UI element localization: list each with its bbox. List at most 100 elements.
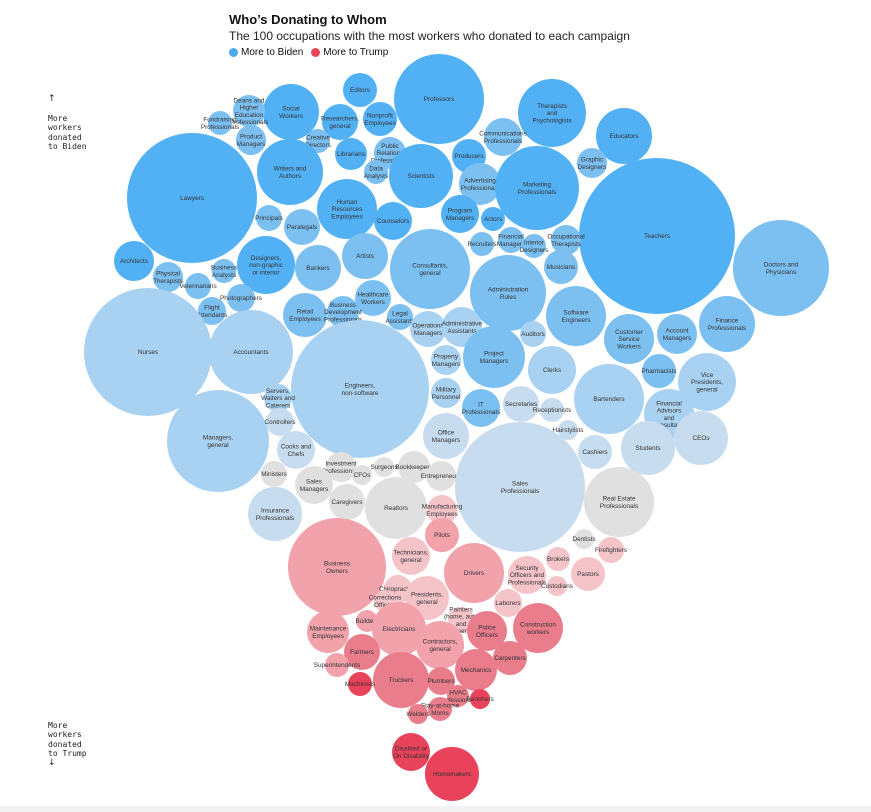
bubble-label: Managers, general [203, 435, 233, 449]
bubble-disabled-or-on-disability: Disabled or On Disability [392, 733, 430, 771]
bubble-circle [209, 310, 293, 394]
bubble-insurance-professionals: Insurance Professionals [248, 487, 302, 541]
bubble-label: Technicians, general [393, 550, 428, 564]
bubble-circle [678, 353, 736, 411]
bubble-label: Customer Service Workers [615, 329, 644, 350]
bubble-mechanics: Mechanics [455, 649, 497, 691]
bubble-label: Nonprofit Employees [364, 113, 396, 127]
bubble-circle [578, 435, 612, 469]
bubble-label: Pastors [577, 571, 599, 578]
bubble-circle [462, 389, 500, 427]
bubble-label: Truckers [389, 677, 414, 684]
bubble-business-owners: Business Owners [288, 518, 386, 616]
bubble-label: Librarians [337, 151, 365, 158]
bubble-circle [522, 234, 546, 258]
bubble-creative-directors: Creative Directors [305, 129, 331, 153]
bubble-label: Custodians [541, 583, 573, 590]
chart-subtitle: The 100 occupations with the most worker… [229, 29, 630, 43]
bubble-label: Vice Presidents, general [691, 372, 723, 393]
bubble-label: Data Analysts [364, 166, 388, 180]
bubble-label: Sales Managers [300, 479, 328, 493]
page-footer-bar [0, 806, 871, 812]
bubble-account-managers: Account Managers [657, 314, 697, 354]
bubble-circle [621, 421, 675, 475]
bubble-hairstylists: Hairstylists [553, 420, 584, 440]
axis-note-bottom: More workers donated to Trump ↓ [48, 711, 87, 778]
bubble-it-professionals: IT Professionals [462, 389, 500, 427]
bubble-caregivers: Caregivers [329, 484, 365, 520]
bubble-label: Construction workers [520, 622, 556, 636]
bubble-circle [470, 232, 494, 256]
bubble-circle [427, 667, 455, 695]
bubble-label: Laborers [495, 600, 520, 607]
bubble-circle [306, 129, 330, 153]
bubble-circle [326, 452, 356, 482]
bubble-circle [571, 557, 605, 591]
bubble-circle [227, 284, 255, 312]
bubble-circle [604, 314, 654, 364]
bubble-circle [427, 495, 457, 525]
bubble-label: Cooks and Chefs [281, 444, 312, 458]
bubble-military-personnel: Military Personnel [431, 378, 461, 408]
bubble-circle [584, 467, 654, 537]
bubble-finance-professionals: Finance Professionals [699, 296, 755, 352]
bubble-label: Office Managers [432, 430, 460, 444]
bubble-circle [153, 262, 183, 292]
bubble-label: Consultants, general [412, 263, 448, 277]
bubble-data-analysts: Data Analysts [364, 160, 388, 184]
bubble-label: Engineers, non-software [342, 383, 379, 397]
bubble-circle [733, 220, 829, 316]
bubble-scientists: Scientists [389, 144, 453, 208]
bubble-label: Lawyers [180, 195, 204, 202]
bubble-label: Brokers [547, 556, 569, 563]
bubble-label: Disabled or On Disability [393, 746, 430, 760]
bubble-bartenders: Bartenders [574, 364, 644, 434]
bubble-circle [365, 477, 427, 539]
bubble-doctors-and-physicians: Doctors and Physicians [733, 220, 829, 316]
bubble-electricians: Electricians [372, 602, 426, 656]
arrow-up-icon: ↑ [48, 93, 56, 104]
bubble-maintenance-employees: Maintenance Employees [307, 611, 349, 653]
bubble-label: Principals [255, 215, 283, 222]
bubble-circle [288, 518, 386, 616]
bubble-consultants-general: Consultants, general [390, 229, 470, 309]
bubble-label: Hairstylists [553, 427, 584, 434]
bubble-label: Account Managers [663, 328, 691, 342]
bubble-accountants: Accountants [209, 310, 293, 394]
bubble-label: Architects [120, 258, 148, 265]
legend: More to Biden More to Trump [229, 47, 388, 58]
bubble-label: Welders [406, 711, 429, 718]
bubble-circle [236, 125, 266, 155]
bubble-clerks: Clerks [528, 346, 576, 394]
bubble-circle [233, 95, 265, 127]
bubble-circle [423, 413, 469, 459]
bubble-software-engineers: Software Engineers [546, 286, 606, 346]
bubble-plumbers: Plumbers [427, 667, 455, 695]
bubble-label: Photographers [220, 295, 262, 302]
bubble-homemakers: Homemakers [425, 747, 479, 801]
bubble-label: Graphic Designers [578, 157, 607, 171]
bubble-label: Researchers, general [321, 116, 359, 130]
bubble-circle [277, 431, 315, 469]
bubble-circle [540, 398, 564, 422]
bubble-label: Surgeons [370, 464, 397, 471]
bubble-label: Bookkeepers [395, 464, 432, 471]
bubble-circle [248, 487, 302, 541]
bubble-circle [342, 233, 388, 279]
bubble-label: Flight Attendants [197, 305, 228, 319]
bubble-circle [493, 641, 527, 675]
bubble-label: Interior Designers [520, 240, 549, 254]
bubble-circle [389, 144, 453, 208]
bubble-label: Nurses [138, 349, 158, 356]
bubble-label: Program Managers [446, 208, 474, 222]
bubble-circle [699, 296, 755, 352]
bubble-actors: Actors [481, 207, 505, 231]
bubble-label: Accountants [233, 349, 268, 356]
bubble-circle [484, 118, 522, 156]
bubble-circle [463, 326, 525, 388]
bubble-circle [84, 288, 212, 416]
bubble-fundraising-professionals: Fundraising Professionals [201, 111, 239, 135]
bubble-label: Healthcare Workers [358, 292, 389, 306]
bubble-bankers: Bankers [295, 245, 341, 291]
